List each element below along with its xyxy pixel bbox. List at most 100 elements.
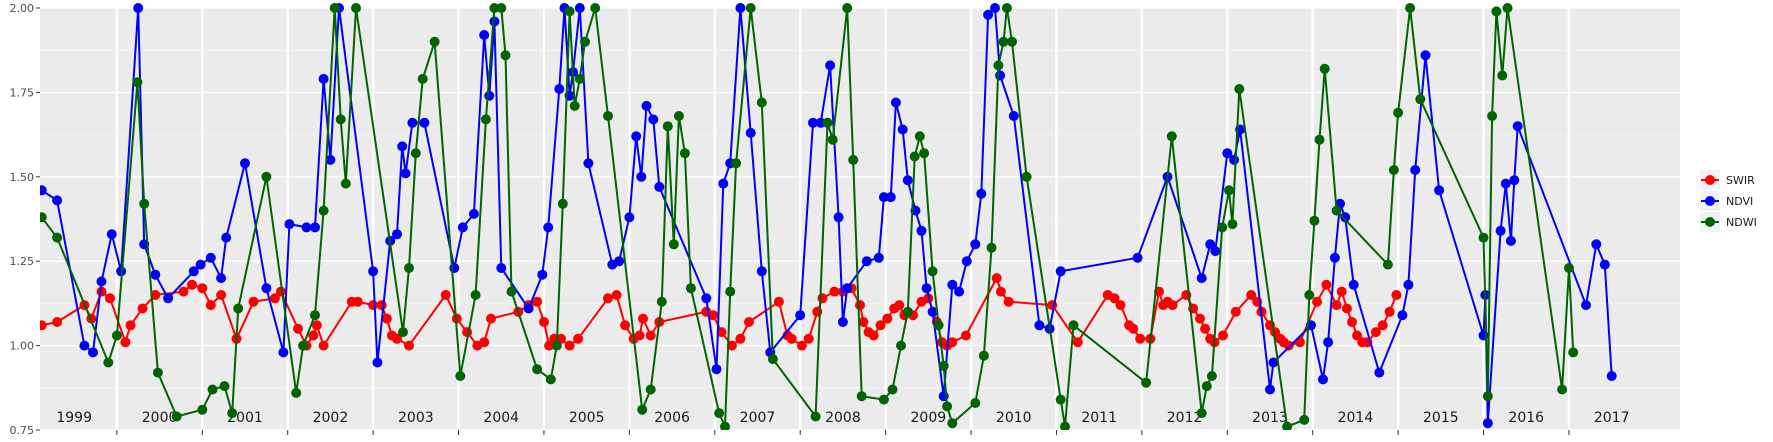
data-point-ndwi [720, 421, 730, 430]
data-point-swir [868, 330, 879, 341]
data-point-ndvi [468, 208, 479, 219]
data-point-swir [269, 293, 280, 304]
data-point-ndvi [921, 283, 932, 294]
data-point-swir [178, 286, 189, 297]
data-point-ndwi [645, 384, 656, 395]
data-point-ndvi [1055, 266, 1066, 277]
data-point-swir [858, 317, 869, 327]
data-point-ndwi [1206, 371, 1217, 381]
data-point-ndwi [933, 320, 944, 331]
data-point-ndwi [1478, 232, 1489, 243]
data-point-ndvi [1340, 212, 1351, 223]
data-point-ndwi [1217, 222, 1228, 233]
data-point-ndwi [767, 354, 778, 365]
data-point-ndvi [205, 252, 216, 263]
data-point-ndvi [1008, 111, 1019, 121]
data-point-swir [197, 283, 208, 294]
data-point-ndwi [1564, 263, 1574, 273]
data-point-swir [882, 313, 893, 324]
data-point-ndwi [480, 114, 491, 125]
data-point-ndvi [1205, 239, 1216, 250]
data-point-swir [829, 286, 840, 297]
year-label: 2002 [313, 410, 349, 426]
data-point-swir [638, 313, 648, 324]
data-point-ndwi [938, 360, 949, 371]
data-point-ndwi [1382, 259, 1393, 270]
data-point-swir [947, 337, 958, 348]
data-point-ndwi [261, 171, 272, 182]
data-point-ndvi [195, 259, 206, 270]
data-point-swir [392, 333, 402, 344]
data-point-ndvi [106, 229, 117, 240]
data-point-ndwi [1304, 290, 1315, 300]
data-point-ndwi [856, 391, 867, 402]
data-point-swir [786, 333, 797, 344]
data-point-ndwi [827, 134, 838, 145]
data-point-ndwi [878, 394, 889, 405]
data-point-ndwi [329, 3, 340, 13]
data-point-ndvi [624, 212, 635, 223]
data-point-ndvi [523, 303, 534, 314]
y-tick-label: 0.75 [10, 424, 35, 437]
data-point-ndvi [947, 279, 958, 290]
data-point-ndvi [543, 222, 554, 233]
data-point-swir [248, 296, 259, 307]
data-point-ndvi [916, 225, 927, 236]
data-point-ndvi [1318, 374, 1328, 385]
data-point-swir [995, 286, 1006, 297]
data-point-swir [773, 296, 784, 307]
legend-key-point [1705, 175, 1715, 185]
data-point-swir [1336, 286, 1347, 297]
data-point-ndvi [954, 286, 965, 297]
data-point-ndvi [1210, 246, 1221, 257]
data-point-ndwi [429, 36, 440, 47]
data-point-ndvi [79, 340, 90, 351]
data-point-swir [1167, 300, 1178, 311]
data-point-ndwi [842, 3, 853, 13]
data-point-ndvi [537, 269, 548, 280]
data-point-ndwi [822, 117, 833, 128]
data-point-ndvi [1591, 239, 1602, 250]
year-label: 2008 [825, 410, 861, 426]
data-point-ndwi [1497, 70, 1508, 81]
data-point-swir [1312, 296, 1322, 307]
data-point-ndwi [103, 357, 114, 368]
data-point-ndwi [569, 100, 580, 111]
data-point-ndvi [885, 192, 896, 203]
data-point-ndwi [1405, 3, 1416, 13]
data-point-swir [817, 293, 828, 304]
data-point-ndwi [909, 151, 920, 162]
data-point-ndvi [188, 266, 199, 277]
data-point-swir [620, 320, 631, 331]
data-point-ndwi [404, 263, 414, 273]
data-point-swir [368, 300, 379, 311]
data-point-ndwi [914, 131, 925, 142]
data-point-ndvi [479, 30, 490, 40]
data-point-swir [1218, 330, 1228, 341]
data-point-ndwi [1557, 384, 1568, 395]
data-point-ndvi [484, 90, 495, 101]
data-point-swir [187, 279, 197, 290]
data-point-ndwi [233, 303, 244, 314]
data-point-ndwi [551, 340, 562, 351]
data-point-ndwi [398, 327, 408, 338]
data-point-swir [404, 340, 414, 351]
data-point-ndvi [1323, 337, 1334, 348]
data-point-swir [708, 310, 719, 321]
y-tick-label: 1.75 [10, 86, 35, 99]
data-point-ndvi [795, 310, 806, 321]
data-point-ndwi [1234, 84, 1245, 94]
data-point-ndwi [1021, 171, 1032, 182]
data-point-ndvi [368, 266, 379, 277]
data-point-ndvi [976, 188, 987, 199]
data-point-ndwi [1060, 421, 1070, 430]
data-point-ndvi [1034, 320, 1045, 331]
data-point-ndvi [318, 73, 329, 84]
y-tick-label: 1.00 [10, 340, 35, 353]
data-point-ndwi [662, 121, 673, 132]
data-point-ndvi [654, 181, 665, 192]
data-point-ndwi [207, 384, 218, 395]
data-point-ndwi [500, 50, 511, 61]
data-point-ndwi [1299, 414, 1310, 425]
data-point-ndwi [574, 73, 585, 84]
